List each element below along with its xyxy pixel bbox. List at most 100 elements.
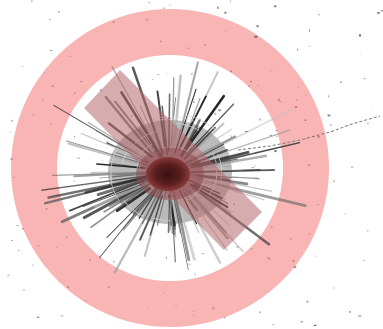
crack-ray: [103, 185, 148, 213]
crack-ray: [65, 140, 148, 166]
glass-speck: [42, 98, 44, 101]
glass-speck: [271, 70, 273, 72]
glass-speck: [297, 86, 299, 88]
glass-speck: [367, 230, 369, 232]
glass-speck: [213, 112, 217, 115]
glass-speck: [49, 50, 53, 52]
glass-speck: [22, 289, 26, 291]
glass-speck: [304, 119, 307, 121]
crack-ray: [109, 162, 142, 168]
glass-speck: [193, 99, 195, 101]
glass-speck: [225, 30, 227, 32]
glass-speck: [329, 124, 333, 126]
glass-speck: [162, 7, 166, 9]
glass-speck: [380, 10, 383, 12]
glass-speck: [254, 165, 257, 167]
glass-speck: [328, 95, 330, 98]
glass-speck: [66, 236, 68, 239]
glass-speck: [147, 307, 148, 309]
glass-speck: [58, 11, 60, 13]
glass-speck: [297, 48, 299, 51]
glass-speck: [269, 134, 272, 136]
crack-ray: [172, 190, 189, 270]
glass-speck: [89, 258, 91, 261]
glass-speck: [259, 311, 261, 314]
glass-speck: [13, 176, 16, 178]
glass-speck: [266, 257, 270, 259]
glass-speck: [254, 35, 258, 38]
long-crack: [237, 115, 381, 151]
glass-speck: [308, 45, 310, 47]
glass-speck: [193, 101, 195, 103]
bullet-impact-center: [136, 148, 204, 200]
crack-ray: [171, 193, 182, 235]
glass-speck: [218, 109, 222, 112]
glass-speck: [51, 85, 54, 87]
glass-speck: [151, 78, 154, 80]
glass-speck: [56, 246, 58, 248]
glass-speck: [275, 135, 278, 137]
crack-ray: [196, 141, 301, 168]
glass-speck: [159, 40, 162, 43]
glass-speck: [270, 226, 273, 228]
glass-speck: [17, 250, 20, 251]
glass-speck: [11, 240, 13, 241]
glass-speck: [245, 131, 248, 132]
glass-speck: [333, 180, 335, 183]
glass-speck: [250, 80, 252, 83]
glass-speck: [74, 135, 75, 138]
glass-speck: [85, 299, 87, 302]
glass-speck: [187, 47, 190, 49]
glass-speck: [223, 316, 226, 319]
glass-speck: [230, 135, 232, 138]
glass-speck: [279, 101, 281, 103]
glass-speck: [73, 180, 75, 182]
glass-speck: [10, 158, 13, 160]
glass-speck: [16, 225, 20, 227]
glass-speck: [224, 11, 227, 14]
glass-speck: [49, 19, 51, 20]
glass-speck: [106, 140, 108, 143]
impact-hole: [146, 157, 190, 191]
glass-speck: [107, 286, 110, 288]
crack-arc: [110, 147, 119, 183]
glass-speck: [363, 77, 366, 80]
crack-arc: [185, 114, 216, 131]
crack-ray: [115, 187, 151, 213]
glass-speck: [102, 160, 104, 162]
glass-speck: [44, 72, 46, 74]
glass-speck: [308, 233, 311, 235]
glass-speck: [74, 92, 76, 95]
crack-arc: [176, 122, 200, 131]
glass-speck: [306, 300, 309, 303]
glass-speck: [358, 314, 362, 317]
glass-speck: [236, 246, 239, 248]
glass-speck: [80, 81, 82, 83]
glass-speck: [295, 99, 298, 101]
glass-speck: [7, 274, 10, 277]
glass-speck: [277, 98, 280, 101]
glass-speck: [292, 259, 295, 262]
crack-arc: [153, 217, 171, 222]
glass-speck: [22, 228, 24, 230]
glass-speck: [165, 256, 167, 259]
crack-ray: [82, 183, 144, 207]
glass-speck: [268, 257, 270, 260]
glass-speck: [289, 238, 292, 240]
glass-speck: [148, 2, 150, 4]
glass-speck: [11, 119, 14, 122]
crack-ray: [41, 174, 150, 191]
crack-arc: [109, 176, 120, 201]
crack-arc: [212, 152, 217, 164]
glass-speck: [257, 84, 260, 86]
glass-speck: [217, 6, 219, 9]
glass-speck: [349, 310, 351, 313]
glass-speck: [315, 255, 317, 257]
glass-speck: [307, 164, 310, 166]
crack-ray: [149, 195, 163, 236]
glass-speck: [60, 315, 64, 317]
glass-speck: [201, 253, 205, 255]
glass-speck: [309, 29, 310, 32]
glass-speck: [317, 136, 320, 138]
glass-speck: [36, 316, 40, 319]
